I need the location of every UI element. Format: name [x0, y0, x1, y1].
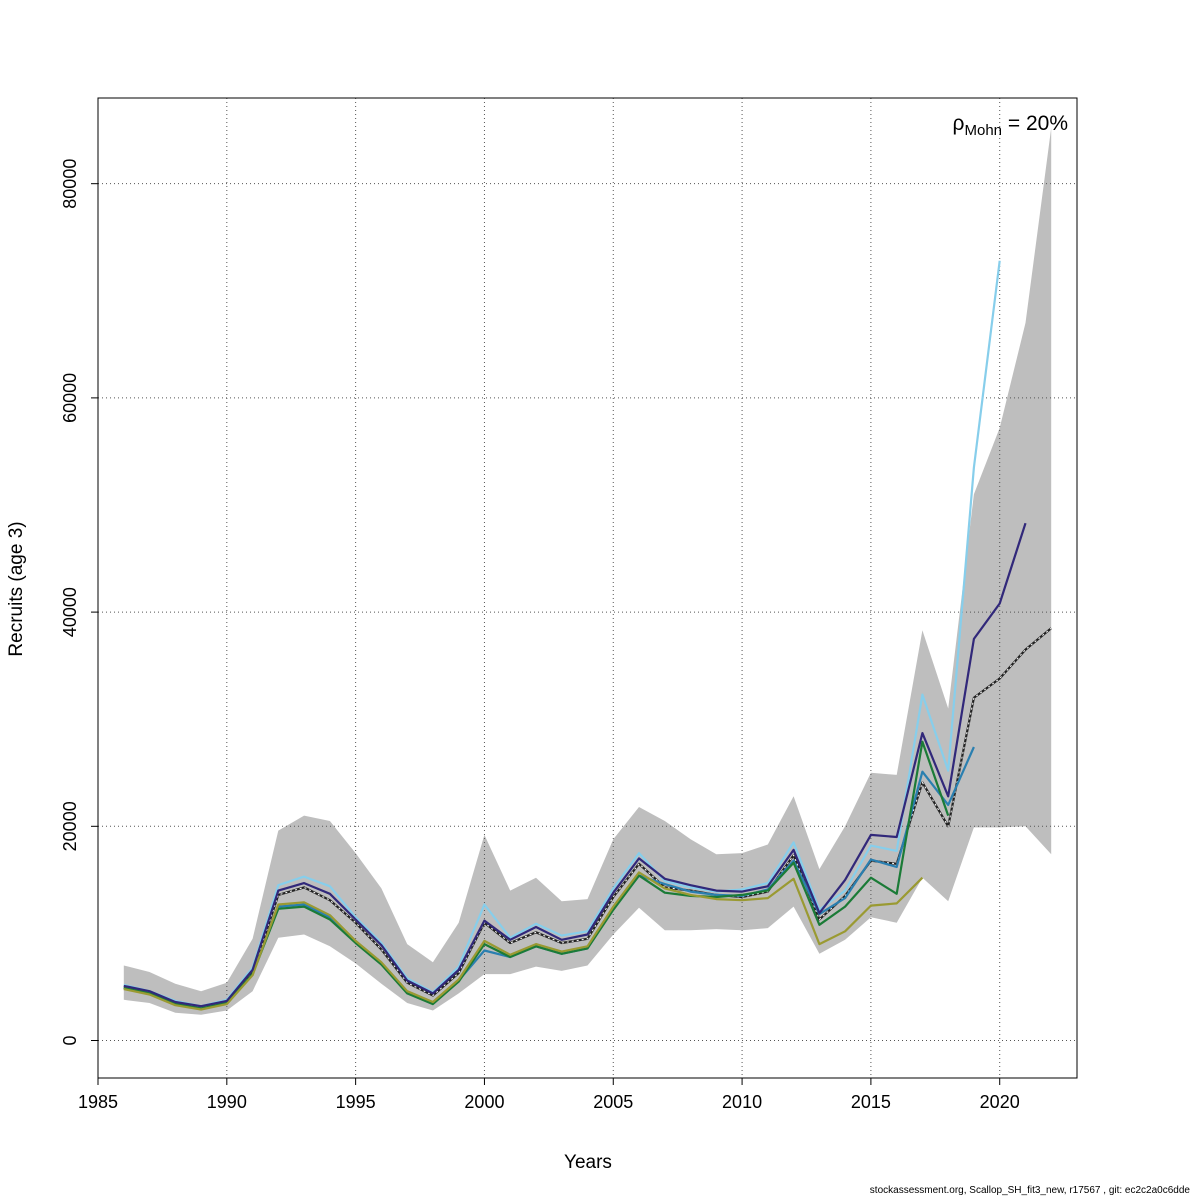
y-tick-label-0: 0	[60, 1036, 80, 1046]
mohn-rho-annotation: ρMohn = 20%	[953, 112, 1068, 139]
y-tick-label-40000: 40000	[60, 587, 80, 637]
y-tick-label-20000: 20000	[60, 801, 80, 851]
series-line-2	[123, 260, 1001, 1008]
axis-layer: 1985 1990 1995 2000 2005 2010 2015 2020 0 20000 40…	[60, 159, 1020, 1112]
series-line-1-dash	[123, 627, 1052, 1008]
series-line-6	[123, 522, 1027, 1008]
series-layer	[123, 260, 1052, 1011]
x-tick-label-2010: 2010	[722, 1092, 762, 1112]
mohn-rho-value: = 20%	[1002, 112, 1068, 135]
y-tick-label-60000: 60000	[60, 373, 80, 423]
x-tick-label-2000: 2000	[464, 1092, 504, 1112]
x-tick-label-1985: 1985	[78, 1092, 118, 1112]
x-tick-label-1990: 1990	[207, 1092, 247, 1112]
x-tick-label-2005: 2005	[593, 1092, 633, 1112]
x-tick-label-1995: 1995	[336, 1092, 376, 1112]
mohn-rho-symbol: ρ	[953, 112, 965, 135]
y-tick-label-80000: 80000	[60, 159, 80, 209]
x-axis-title: Years	[564, 1152, 612, 1173]
confidence-band-layer	[123, 128, 1052, 1015]
mohn-rho-subscript: Mohn	[965, 122, 1003, 139]
footer-caption: stockassessment.org, Scallop_SH_fit3_new…	[869, 1185, 1190, 1196]
x-tick-label-2020: 2020	[980, 1092, 1020, 1112]
series-line-5	[123, 871, 924, 1011]
confidence-band	[123, 128, 1052, 1015]
x-tick-label-2015: 2015	[851, 1092, 891, 1112]
y-axis-title: Recruits (age 3)	[6, 521, 27, 656]
plot-frame	[97, 97, 1078, 1079]
